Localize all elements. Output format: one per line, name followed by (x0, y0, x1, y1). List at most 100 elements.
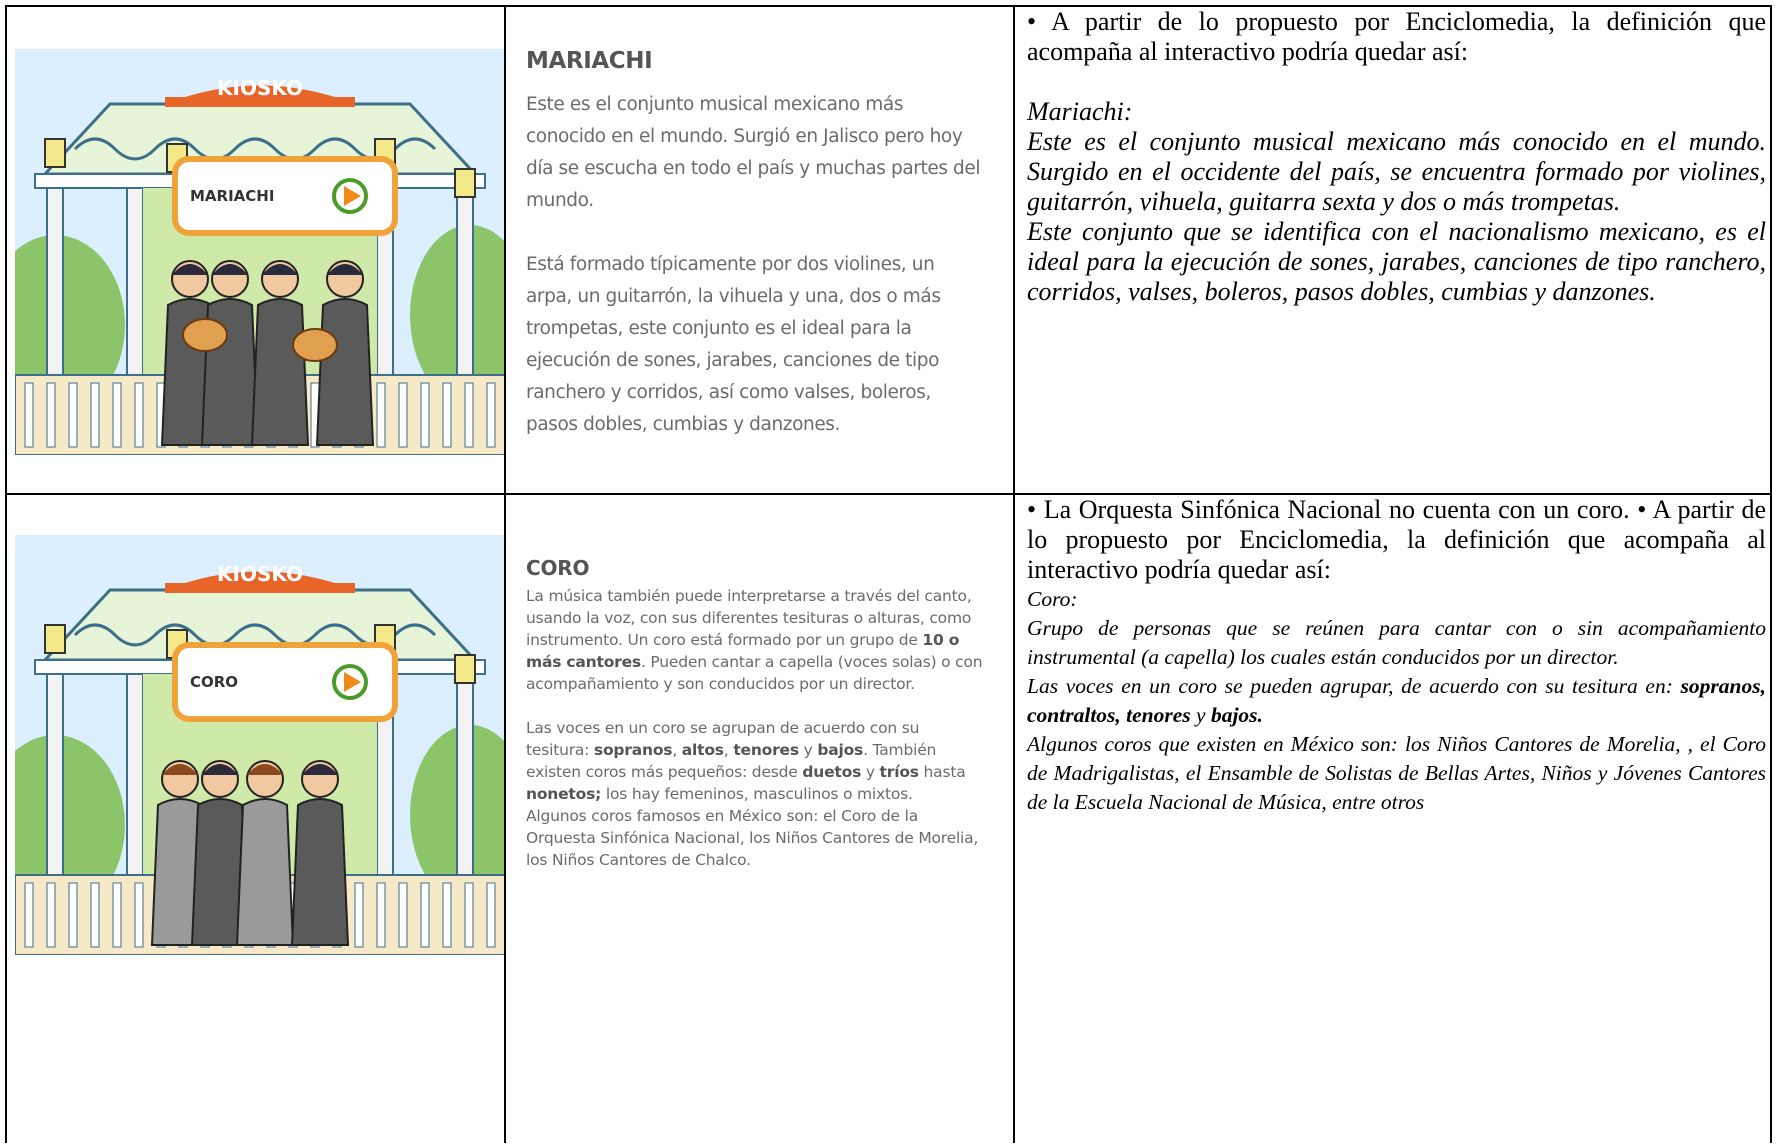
bold-text: nonetos; (526, 785, 602, 803)
text-run: La música también puede interpretarse a … (526, 587, 972, 649)
image-cell: KIOSKO CORO (5, 495, 505, 1143)
play-icon (344, 672, 361, 692)
figure-hair (327, 264, 363, 275)
figure-hair (247, 764, 283, 775)
railing-bar (24, 382, 34, 448)
sign-text: KIOSKO (217, 562, 303, 586)
label-text: MARIACHI (190, 187, 274, 205)
bold-text: altos (681, 741, 724, 759)
railing-bar (112, 382, 122, 448)
lantern (454, 168, 476, 198)
bold-text: duetos (802, 763, 862, 781)
text-run: Algunos coros famosos en México son: el … (526, 807, 979, 869)
bold-text: sopranos, contraltos, tenores (1027, 674, 1766, 727)
lantern (454, 654, 476, 684)
notes-paragraph: Este conjunto que se identifica con el n… (1027, 217, 1766, 307)
guitar (182, 318, 228, 352)
bold-text: 10 o más cantores (526, 631, 960, 671)
text-run: Este es el conjunto musical mexicano más… (1027, 127, 1766, 216)
railing-bar (112, 882, 122, 948)
kiosk-illustration: KIOSKO MARIACHI (15, 49, 505, 455)
figure-body (190, 798, 250, 946)
figure-hair (212, 264, 248, 275)
bold-text: tríos (879, 763, 919, 781)
bold-text: bajos (817, 741, 864, 759)
lantern (44, 624, 66, 654)
railing-bar (134, 382, 144, 448)
label-text: CORO (190, 673, 238, 691)
label-panel (172, 642, 398, 722)
notes-heading: Coro: (1027, 587, 1078, 611)
screen-text: CORO La música también puede interpretars… (526, 557, 983, 871)
notes-paragraph: Grupo de personas que se reúnen para can… (1027, 614, 1766, 672)
notes-heading: Mariachi: (1027, 97, 1133, 126)
text-run: Las voces en un coro se agrupan de acuer… (526, 719, 920, 759)
text-run: , (723, 741, 734, 759)
lantern (44, 138, 66, 168)
trees (15, 235, 125, 415)
notes: • A partir de lo propuesto por Enciclome… (1027, 7, 1766, 307)
notes: • La Orquesta Sinfónica Nacional no cuen… (1027, 495, 1766, 817)
railing-bar (398, 882, 408, 948)
notes-paragraph: Algunos coros que existen en México son:… (1027, 730, 1766, 817)
text-run: y (861, 763, 880, 781)
figure-hair (202, 764, 238, 775)
label-panel (172, 156, 398, 236)
screen-paragraph: Está formado típicamente por dos violine… (526, 249, 983, 441)
sign-base (165, 583, 355, 593)
railing-bar (442, 382, 452, 448)
screen-text: MARIACHI Este es el conjunto musical mexi… (526, 45, 983, 441)
text-run: hasta (918, 763, 966, 781)
guitar (292, 328, 338, 362)
figure-hair (302, 764, 338, 775)
figure-hair (162, 764, 198, 775)
bold-text: tenores (733, 741, 799, 759)
railing-bar (134, 882, 144, 948)
text-run: los hay femeninos, masculinos o mixtos. (601, 785, 913, 803)
figure-body (290, 798, 350, 946)
sign-base (165, 97, 355, 107)
text-run: . Pueden cantar a capella (voces solas) … (526, 653, 983, 693)
table-row: KIOSKO CORO CORO La música también puede i… (5, 495, 1772, 1143)
table-row: KIOSKO MARIACHI MARIACHI Este es el conjun… (5, 5, 1772, 495)
text-run: Está formado típicamente por dos violine… (526, 254, 941, 435)
notes-cell: • A partir de lo propuesto por Enciclome… (1013, 7, 1772, 493)
figure-body (315, 298, 375, 446)
text-run: Grupo de personas que se reúnen para can… (1027, 616, 1766, 669)
image-cell: KIOSKO MARIACHI (5, 7, 505, 493)
notes-cell: • La Orquesta Sinfónica Nacional no cuen… (1013, 495, 1772, 1143)
screen-paragraph: Este es el conjunto musical mexicano más… (526, 89, 983, 217)
railing-bar (486, 882, 496, 948)
text-run: y (798, 741, 818, 759)
figure-hair (172, 264, 208, 275)
railing-bar (90, 382, 100, 448)
railing-bar (46, 382, 56, 448)
notes-paragraph: Este es el conjunto musical mexicano más… (1027, 127, 1766, 217)
table: KIOSKO MARIACHI MARIACHI Este es el conjun… (5, 5, 1772, 1143)
screen-paragraph: Las voces en un coro se agrupan de acuer… (526, 717, 983, 805)
railing-bar (24, 882, 34, 948)
figure-hair (262, 264, 298, 275)
screen-cell: MARIACHI Este es el conjunto musical mexi… (504, 7, 1013, 493)
notes-paragraph: Las voces en un coro se pueden agrupar, … (1027, 672, 1766, 730)
play-icon (344, 186, 361, 206)
screen-paragraph: Algunos coros famosos en México son: el … (526, 805, 983, 871)
text-run: y (1190, 703, 1211, 727)
railing-bar (420, 382, 430, 448)
figure-body (250, 298, 310, 446)
railing-bar (376, 882, 386, 948)
kiosk-illustration: KIOSKO CORO (15, 535, 505, 955)
sign-text: KIOSKO (217, 76, 303, 100)
railing-bar (464, 882, 474, 948)
notes-lead: • La Orquesta Sinfónica Nacional no cuen… (1027, 495, 1766, 584)
railing-bar (354, 882, 364, 948)
screen-cell: CORO La música también puede interpretars… (504, 495, 1013, 1143)
railing-bar (90, 882, 100, 948)
text-run: , (672, 741, 682, 759)
bold-text: bajos. (1210, 703, 1263, 727)
text-run: Las voces en un coro se pueden agrupar, … (1027, 674, 1681, 698)
railing-bar (464, 382, 474, 448)
text-run: Este conjunto que se identifica con el n… (1027, 217, 1766, 306)
screen-paragraph: La música también puede interpretarse a … (526, 585, 983, 695)
